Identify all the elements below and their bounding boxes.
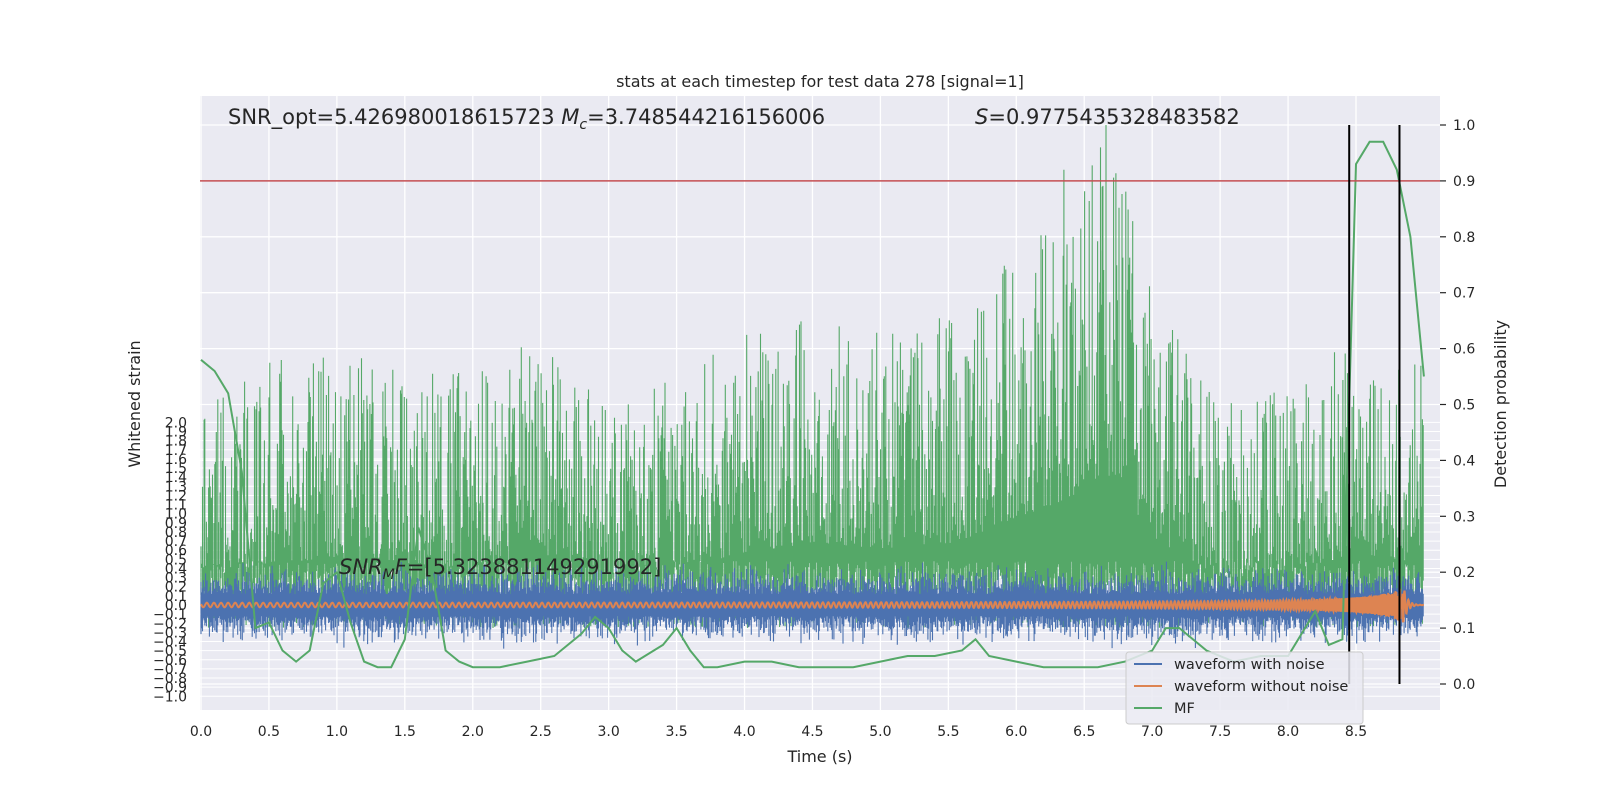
left-tick-label: 1.5 (165, 461, 187, 477)
left-tick-label: −0.8 (153, 671, 187, 687)
right-tick-label: 0.4 (1453, 453, 1475, 469)
left-tick-label: 1.0 (165, 507, 187, 523)
chart-title: stats at each timestep for test data 278… (616, 72, 1024, 91)
left-tick-label: −0.3 (153, 625, 187, 641)
left-tick-label: −0.5 (153, 644, 187, 660)
right-tick-label: 1.0 (1453, 118, 1475, 134)
x-tick-label: 6.5 (1073, 724, 1095, 740)
right-tick-label: 0.8 (1453, 230, 1475, 246)
left-tick-label: 1.2 (165, 488, 187, 504)
left-tick-label: −1.0 (153, 689, 187, 705)
left-tick-label: −0.6 (153, 653, 187, 669)
left-tick-label: −0.4 (153, 635, 187, 651)
left-axis-label: Whitened strain (125, 340, 144, 467)
legend-label-noise: waveform with noise (1174, 657, 1325, 673)
left-tick-label: 1.9 (165, 425, 187, 441)
left-tick-label: 0.3 (165, 571, 187, 587)
x-tick-label: 7.5 (1209, 724, 1231, 740)
left-tick-label: 0.0 (165, 598, 187, 614)
x-tick-label: 3.5 (665, 724, 687, 740)
left-tick-label: 0.7 (165, 534, 187, 550)
x-tick-label: 6.0 (1005, 724, 1027, 740)
left-tick-label: 1.6 (165, 452, 187, 468)
x-tick-label: 4.5 (801, 724, 823, 740)
right-tick-label: 0.7 (1453, 286, 1475, 302)
right-tick-label: 0.9 (1453, 174, 1475, 190)
x-tick-label: 2.5 (530, 724, 552, 740)
left-tick-label: 1.4 (165, 470, 187, 486)
left-tick-label: 0.4 (165, 561, 187, 577)
x-tick-label: 0.5 (258, 724, 280, 740)
x-tick-label: 8.0 (1277, 724, 1299, 740)
left-tick-label: −0.9 (153, 680, 187, 696)
x-tick-label: 1.5 (394, 724, 416, 740)
right-tick-label: 0.2 (1453, 565, 1475, 581)
right-tick-label: 0.6 (1453, 342, 1475, 358)
right-axis-label: Detection probability (1491, 320, 1510, 488)
annotation-s: S=0.9775435328483582 (975, 105, 1240, 129)
left-tick-label: 2.0 (165, 415, 187, 431)
x-tick-label: 8.5 (1345, 724, 1367, 740)
right-tick-label: 0.3 (1453, 509, 1475, 525)
left-tick-label: −0.1 (153, 607, 187, 623)
legend-label-mf: MF (1174, 701, 1195, 717)
x-tick-label: 7.0 (1141, 724, 1163, 740)
right-axis-ticks: 0.0 0.1 0.2 0.3 0.4 0.5 0.6 0.7 0.8 0.9 1.0 (1440, 118, 1475, 693)
x-tick-label: 1.0 (326, 724, 348, 740)
x-axis-label: Time (s) (786, 747, 852, 766)
x-tick-label: 5.0 (869, 724, 891, 740)
left-tick-label: 0.1 (165, 589, 187, 605)
left-tick-label: 1.8 (165, 434, 187, 450)
left-tick-label: 0.2 (165, 580, 187, 596)
x-axis-ticks: 0.0 0.5 1.0 1.5 2.0 2.5 3.0 3.5 4.0 4.5 5.0 5.5 6.0 6… (190, 724, 1367, 740)
left-axis-ticks: −1.0−0.9−0.8−0.7−0.6−0.5−0.4−0.3−0.2−0.1… (153, 415, 187, 705)
x-tick-label: 4.0 (733, 724, 755, 740)
legend: waveform with noise waveform without noi… (1125, 651, 1364, 725)
left-tick-label: 1.1 (165, 498, 187, 514)
legend-label-clean: waveform without noise (1174, 679, 1348, 695)
left-tick-label: 1.7 (165, 443, 187, 459)
left-tick-label: −0.2 (153, 616, 187, 632)
x-tick-label: 0.0 (190, 724, 212, 740)
annotation-snr-mf: SNRMF=[5.323881149291992] (339, 555, 661, 583)
right-tick-label: 0.1 (1453, 621, 1475, 637)
left-tick-label: −0.7 (153, 662, 187, 678)
waveform-without-noise-line (200, 588, 1424, 623)
left-tick-label: 1.3 (165, 479, 187, 495)
x-tick-label: 2.0 (462, 724, 484, 740)
x-tick-label: 5.5 (937, 724, 959, 740)
annotation-snr-opt-mc: SNR_opt=5.426980018615723 Mc=3.748544216… (228, 105, 825, 133)
left-tick-label: 0.6 (165, 543, 187, 559)
x-tick-label: 3.0 (598, 724, 620, 740)
right-tick-label: 0.5 (1453, 398, 1475, 414)
left-tick-label: 0.8 (165, 525, 187, 541)
left-tick-label: 0.9 (165, 516, 187, 532)
left-tick-label: 0.5 (165, 552, 187, 568)
right-tick-label: 0.0 (1453, 677, 1475, 693)
